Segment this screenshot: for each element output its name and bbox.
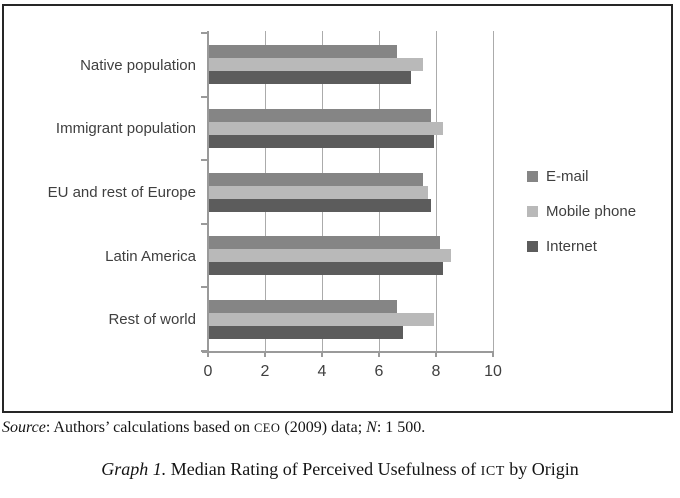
source-text: (2009) data;	[280, 419, 367, 436]
caption-label: Graph 1.	[101, 459, 167, 479]
gridline	[493, 31, 494, 351]
source-text: : Authors’ calculations based on	[45, 419, 254, 436]
sample-size-label: N	[366, 419, 377, 436]
caption-acronym: ICT	[480, 463, 505, 479]
legend-item: Mobile phone	[527, 203, 636, 220]
x-tick-label: 6	[374, 363, 384, 380]
bar	[209, 249, 452, 263]
bar	[209, 236, 440, 250]
caption-text: by Origin	[504, 459, 579, 479]
bar	[209, 185, 429, 199]
bar	[209, 172, 423, 186]
bar	[209, 121, 443, 135]
y-axis-line	[207, 31, 209, 351]
bar	[209, 71, 412, 85]
legend-swatch	[527, 206, 538, 217]
x-axis-tick	[492, 351, 494, 357]
x-axis-tick	[264, 351, 266, 357]
y-axis-tick	[201, 350, 207, 352]
category-label: EU and rest of Europe	[47, 184, 196, 201]
y-axis-tick	[201, 95, 207, 98]
legend-swatch	[527, 241, 538, 252]
category-label: Rest of world	[108, 311, 196, 329]
x-axis-tick	[435, 351, 437, 357]
category-label: Immigrant population	[55, 120, 196, 138]
x-tick-label: 8	[431, 363, 441, 380]
x-axis-tick	[321, 351, 323, 357]
y-axis-tick	[201, 32, 207, 34]
source-label: Source	[2, 419, 46, 436]
x-axis-line	[202, 351, 493, 353]
legend-swatch	[527, 171, 538, 182]
bar	[209, 58, 423, 72]
bar	[209, 134, 435, 148]
caption-text: Median Rating of Perceived Usefulness of	[166, 459, 481, 479]
x-tick-label: 4	[317, 363, 327, 380]
bar	[209, 108, 432, 122]
legend-label: E-mail	[546, 168, 589, 185]
category-label: Native population	[80, 56, 196, 74]
category-label: Latin America	[105, 247, 196, 265]
source-text: : 1 500.	[376, 419, 426, 436]
x-tick-label: 0	[203, 363, 213, 380]
source-note: Source: Authors’ calculations based on C…	[2, 419, 425, 437]
bar	[209, 299, 398, 313]
bar	[209, 198, 432, 212]
y-axis-tick	[201, 286, 207, 289]
x-tick-label: 2	[260, 363, 270, 380]
x-axis-tick	[207, 351, 209, 357]
gridline	[436, 31, 437, 351]
legend-item: Internet	[527, 238, 597, 255]
figure-caption: Graph 1. Median Rating of Perceived Usef…	[0, 459, 680, 480]
bar	[209, 325, 403, 339]
chart-area: 0 2 4 6 8 10 Native population Immigrant popula…	[2, 4, 673, 413]
bar	[209, 262, 443, 276]
x-tick-label: 10	[484, 363, 502, 380]
y-axis-tick	[201, 159, 207, 162]
legend-label: Internet	[546, 238, 597, 255]
legend-label: Mobile phone	[546, 203, 637, 220]
y-axis-tick	[201, 222, 207, 225]
bar	[209, 312, 435, 326]
legend-item: E-mail	[527, 168, 589, 185]
bar	[209, 45, 398, 59]
x-axis-tick	[378, 351, 380, 357]
source-org-acronym: CEO	[253, 421, 281, 435]
